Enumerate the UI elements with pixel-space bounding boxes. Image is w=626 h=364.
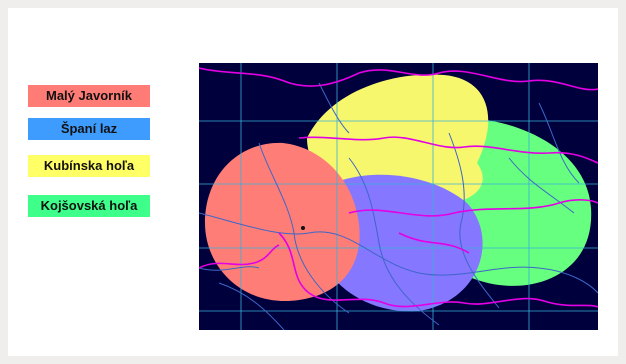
coverage-map-svg bbox=[199, 63, 598, 330]
country-borders bbox=[199, 67, 598, 308]
legend-item-kojsovska-hola: Kojšovská hoľa bbox=[28, 195, 150, 217]
town-marker bbox=[301, 226, 305, 230]
rivers bbox=[199, 82, 598, 330]
legend-item-maly-javornik: Malý Javorník bbox=[28, 85, 150, 107]
legend-item-spani-laz: Španí laz bbox=[28, 118, 150, 140]
legend-item-kubinska-hola: Kubínska hoľa bbox=[28, 155, 150, 177]
coverage-kubinska-hola bbox=[307, 74, 489, 206]
slide-canvas: Malý Javorník Španí laz Kubínska hoľa Ko… bbox=[8, 8, 618, 356]
coverage-maly-javornik bbox=[205, 142, 360, 302]
coverage-map bbox=[199, 63, 598, 330]
